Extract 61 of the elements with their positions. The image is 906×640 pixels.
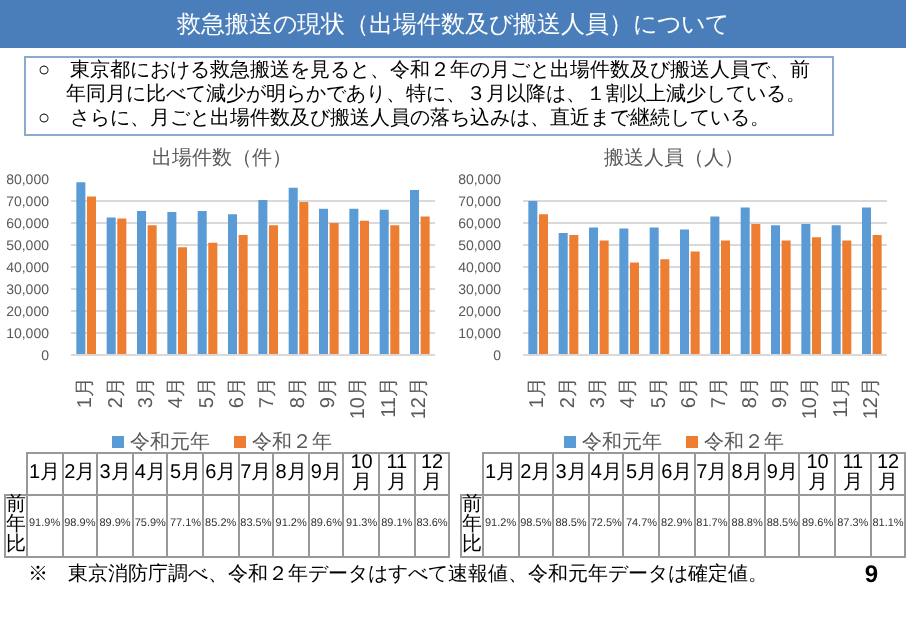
x-tick-label: 9月 bbox=[317, 377, 340, 409]
x-tick-label: 7月 bbox=[257, 377, 280, 409]
category-label: 3月 bbox=[99, 462, 131, 484]
category-label: 3月 bbox=[555, 462, 587, 484]
x-tick-label: 1月 bbox=[75, 377, 98, 409]
x-tick-label: 6月 bbox=[678, 377, 701, 409]
x-tick-label: 4月 bbox=[166, 377, 189, 409]
x-tick-label: 11月 bbox=[378, 376, 401, 418]
category-label: 11月 bbox=[386, 452, 408, 494]
category-label: 7月 bbox=[240, 462, 272, 484]
x-tick-label: 8月 bbox=[287, 377, 310, 409]
text: ※ 東京消防庁調べ、令和２年データはすべて速報値、令和元年データは確定値。 bbox=[28, 561, 768, 588]
category-label: 10月 bbox=[350, 452, 373, 494]
legend-label: 令和２年 bbox=[702, 429, 784, 456]
x-tick-label: 6月 bbox=[226, 377, 249, 409]
category-label: 7月 bbox=[696, 462, 728, 484]
x-tick-label: 2月 bbox=[557, 377, 580, 409]
x-tick-label: 3月 bbox=[587, 377, 610, 409]
x-tick-label: 7月 bbox=[709, 377, 732, 409]
chart-title: 出場件数（件） bbox=[150, 145, 294, 172]
x-tick-label: 5月 bbox=[196, 377, 219, 409]
category-label: 5月 bbox=[625, 462, 658, 484]
x-tick-label: 2月 bbox=[105, 377, 128, 409]
category-label: 12月 bbox=[876, 452, 900, 494]
category-label: 8月 bbox=[731, 462, 763, 484]
x-tick-label: 8月 bbox=[739, 377, 762, 409]
x-tick-label: 10月 bbox=[348, 377, 371, 420]
category-label: 6月 bbox=[661, 462, 693, 484]
category-label: 6月 bbox=[205, 462, 237, 484]
category-label: 11月 bbox=[842, 452, 864, 494]
category-label: 5月 bbox=[169, 462, 202, 484]
legend-label: 令和２年 bbox=[250, 429, 332, 456]
legend-label: 令和元年 bbox=[580, 429, 662, 456]
category-label: 2月 bbox=[520, 462, 552, 484]
text: 前年比 bbox=[461, 494, 483, 557]
category-label: 8月 bbox=[275, 462, 307, 484]
x-tick-label: 5月 bbox=[648, 377, 671, 409]
x-tick-label: 12月 bbox=[860, 377, 883, 420]
category-label: 4月 bbox=[134, 462, 166, 484]
category-label: 9月 bbox=[310, 462, 342, 484]
category-label: 1月 bbox=[485, 462, 517, 484]
category-label: 9月 bbox=[766, 462, 798, 484]
category-label: 12月 bbox=[420, 452, 444, 494]
text: ○ 東京都における救急搬送を見ると、令和２年の月ごと出場件数及び搬送人員で、前年同月に比べて減少が明らかであり、特に、３月以降は、１割以上減少している。 bbox=[38, 60, 813, 107]
category-label: 4月 bbox=[590, 462, 622, 484]
category-label: 10月 bbox=[806, 452, 829, 494]
category-label: 1月 bbox=[29, 462, 61, 484]
text: 9 bbox=[864, 560, 878, 588]
x-tick-label: 11月 bbox=[830, 376, 853, 418]
x-tick-label: 4月 bbox=[618, 377, 641, 409]
x-tick-label: 10月 bbox=[800, 377, 823, 420]
legend-label: 令和元年 bbox=[128, 429, 210, 456]
text: 前年比 bbox=[5, 494, 27, 557]
x-tick-label: 3月 bbox=[135, 377, 158, 409]
text: 救急搬送の現状（出場件数及び搬送人員）について bbox=[0, 0, 906, 48]
category-label: 2月 bbox=[64, 462, 96, 484]
x-tick-label: 9月 bbox=[769, 377, 792, 409]
chart-title: 搬送人員（人） bbox=[602, 146, 746, 172]
x-tick-label: 1月 bbox=[527, 377, 550, 409]
text: ○ さらに、月ごと出場件数及び搬送人員の落ち込みは、直近まで継続している。 bbox=[38, 108, 773, 132]
x-tick-label: 12月 bbox=[408, 377, 431, 420]
